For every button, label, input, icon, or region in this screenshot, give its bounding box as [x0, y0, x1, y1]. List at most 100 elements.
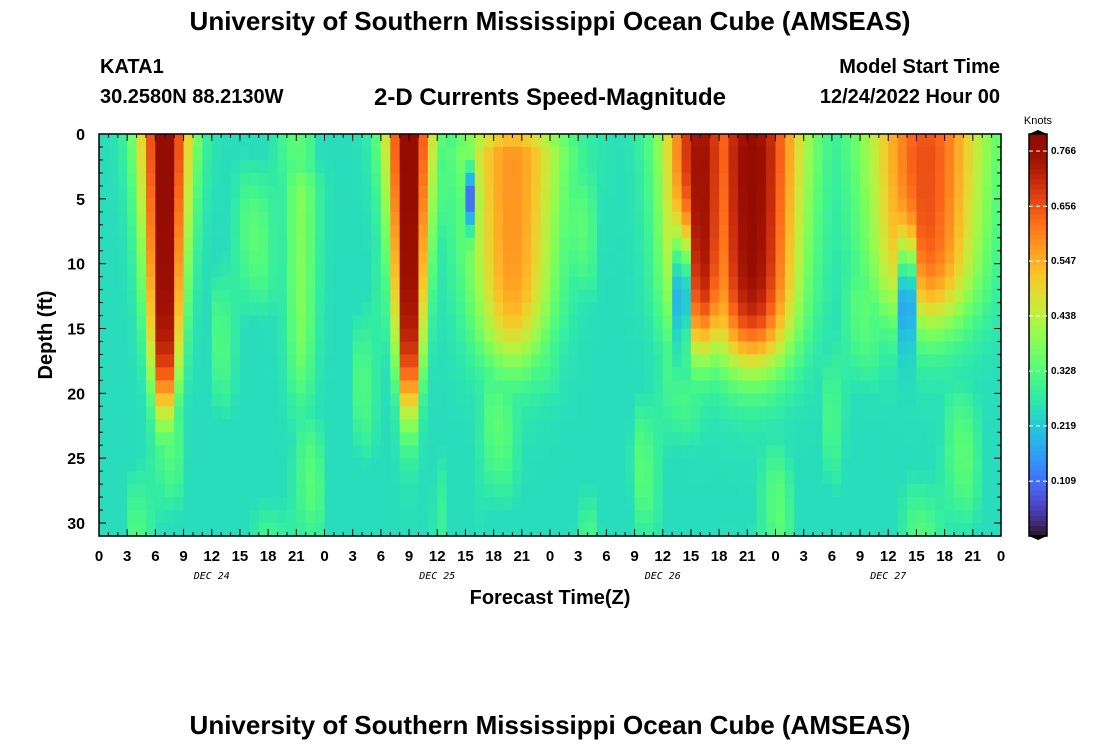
- heatmap-cell: [728, 159, 739, 174]
- heatmap-cell: [127, 250, 138, 265]
- heatmap-cell: [606, 510, 617, 524]
- heatmap-cell: [784, 406, 795, 420]
- colorbar-bottom-cap: [1029, 536, 1047, 540]
- heatmap-cell: [672, 432, 683, 446]
- heatmap-cell: [239, 289, 250, 304]
- heatmap-cell: [108, 146, 119, 161]
- heatmap-cell: [183, 224, 194, 239]
- heatmap-cell: [446, 380, 457, 394]
- heatmap-cell: [878, 276, 889, 291]
- heatmap-cell: [907, 341, 918, 356]
- heatmap-cell: [324, 289, 335, 304]
- heatmap-cell: [935, 328, 946, 343]
- heatmap-cell: [766, 224, 777, 239]
- heatmap-cell: [343, 146, 354, 161]
- heatmap-cell: [315, 289, 326, 304]
- heatmap-cell: [409, 276, 420, 291]
- heatmap-cell: [944, 159, 955, 174]
- heatmap-cell: [380, 380, 391, 394]
- heatmap-cell: [174, 406, 185, 420]
- heatmap-cell: [606, 315, 617, 330]
- heatmap-cell: [202, 263, 213, 278]
- heatmap-cell: [775, 198, 786, 213]
- heatmap-cell: [503, 172, 514, 187]
- heatmap-cell: [127, 406, 138, 420]
- heatmap-cell: [371, 419, 382, 433]
- heatmap-cell: [315, 471, 326, 485]
- heatmap-cell: [540, 510, 551, 524]
- heatmap-cell: [756, 224, 767, 239]
- heatmap-cell: [719, 458, 730, 472]
- heatmap-cell: [437, 146, 448, 161]
- heatmap-cell: [596, 185, 607, 200]
- heatmap-cell: [352, 406, 363, 420]
- heatmap-cell: [615, 159, 626, 174]
- heatmap-cell: [324, 159, 335, 174]
- heatmap-cell: [550, 289, 560, 304]
- heatmap-cell: [822, 263, 833, 278]
- heatmap-cell: [390, 354, 401, 369]
- heatmap-cell: [380, 302, 391, 317]
- heatmap-cell: [690, 367, 701, 381]
- heatmap-cell: [503, 185, 514, 200]
- heatmap-cell: [221, 341, 232, 356]
- heatmap-cell: [596, 406, 607, 420]
- heatmap-cell: [315, 484, 326, 498]
- heatmap-cell: [728, 185, 739, 200]
- heatmap-cell: [794, 198, 805, 213]
- heatmap-cell: [427, 250, 438, 265]
- heatmap-cell: [409, 134, 420, 148]
- heatmap-cell: [371, 302, 382, 317]
- heatmap-cell: [878, 289, 889, 304]
- heatmap-cell: [484, 328, 495, 343]
- heatmap-cell: [756, 367, 767, 381]
- heatmap-cell: [897, 393, 908, 407]
- heatmap-cell: [944, 302, 955, 317]
- heatmap-cell: [155, 276, 166, 291]
- heatmap-cell: [174, 237, 185, 252]
- heatmap-cell: [305, 224, 316, 239]
- heatmap-cell: [456, 341, 467, 356]
- heatmap-cell: [690, 328, 701, 343]
- heatmap-cell: [944, 185, 955, 200]
- heatmap-cell: [907, 354, 918, 369]
- heatmap-cell: [446, 497, 457, 511]
- heatmap-cell: [850, 198, 861, 213]
- heatmap-cell: [766, 419, 777, 433]
- colorbar-swatch: [1029, 335, 1047, 341]
- heatmap-cell: [484, 198, 495, 213]
- heatmap-cell: [813, 159, 824, 174]
- heatmap-cell: [145, 289, 156, 304]
- heatmap-cell: [888, 523, 899, 537]
- heatmap-cell: [99, 185, 109, 200]
- heatmap-cell: [916, 484, 927, 498]
- heatmap-cell: [437, 510, 448, 524]
- heatmap-cell: [878, 419, 889, 433]
- heatmap-cell: [625, 354, 636, 369]
- heatmap-cell: [615, 523, 626, 537]
- heatmap-cell: [982, 328, 993, 343]
- heatmap-cell: [559, 302, 570, 317]
- x-tick-label: 6: [377, 548, 385, 565]
- heatmap-cell: [371, 237, 382, 252]
- heatmap-cell: [409, 354, 420, 369]
- heatmap-cell: [211, 134, 222, 148]
- heatmap-cell: [183, 134, 194, 148]
- heatmap-cell: [803, 445, 814, 459]
- heatmap-cell: [221, 406, 232, 420]
- heatmap-cell: [897, 471, 908, 485]
- heatmap-cell: [117, 471, 128, 485]
- heatmap-cell: [550, 523, 560, 537]
- colorbar-swatch: [1029, 360, 1047, 366]
- colorbar-swatch: [1029, 169, 1047, 175]
- heatmap-cell: [737, 328, 748, 343]
- heatmap-cell: [521, 198, 532, 213]
- heatmap-cell: [831, 172, 842, 187]
- heatmap-cell: [221, 367, 232, 381]
- heatmap-cell: [258, 276, 269, 291]
- heatmap-cell: [192, 185, 203, 200]
- heatmap-cell: [653, 263, 664, 278]
- heatmap-cell: [982, 471, 993, 485]
- heatmap-cell: [268, 315, 279, 330]
- heatmap-cell: [615, 302, 626, 317]
